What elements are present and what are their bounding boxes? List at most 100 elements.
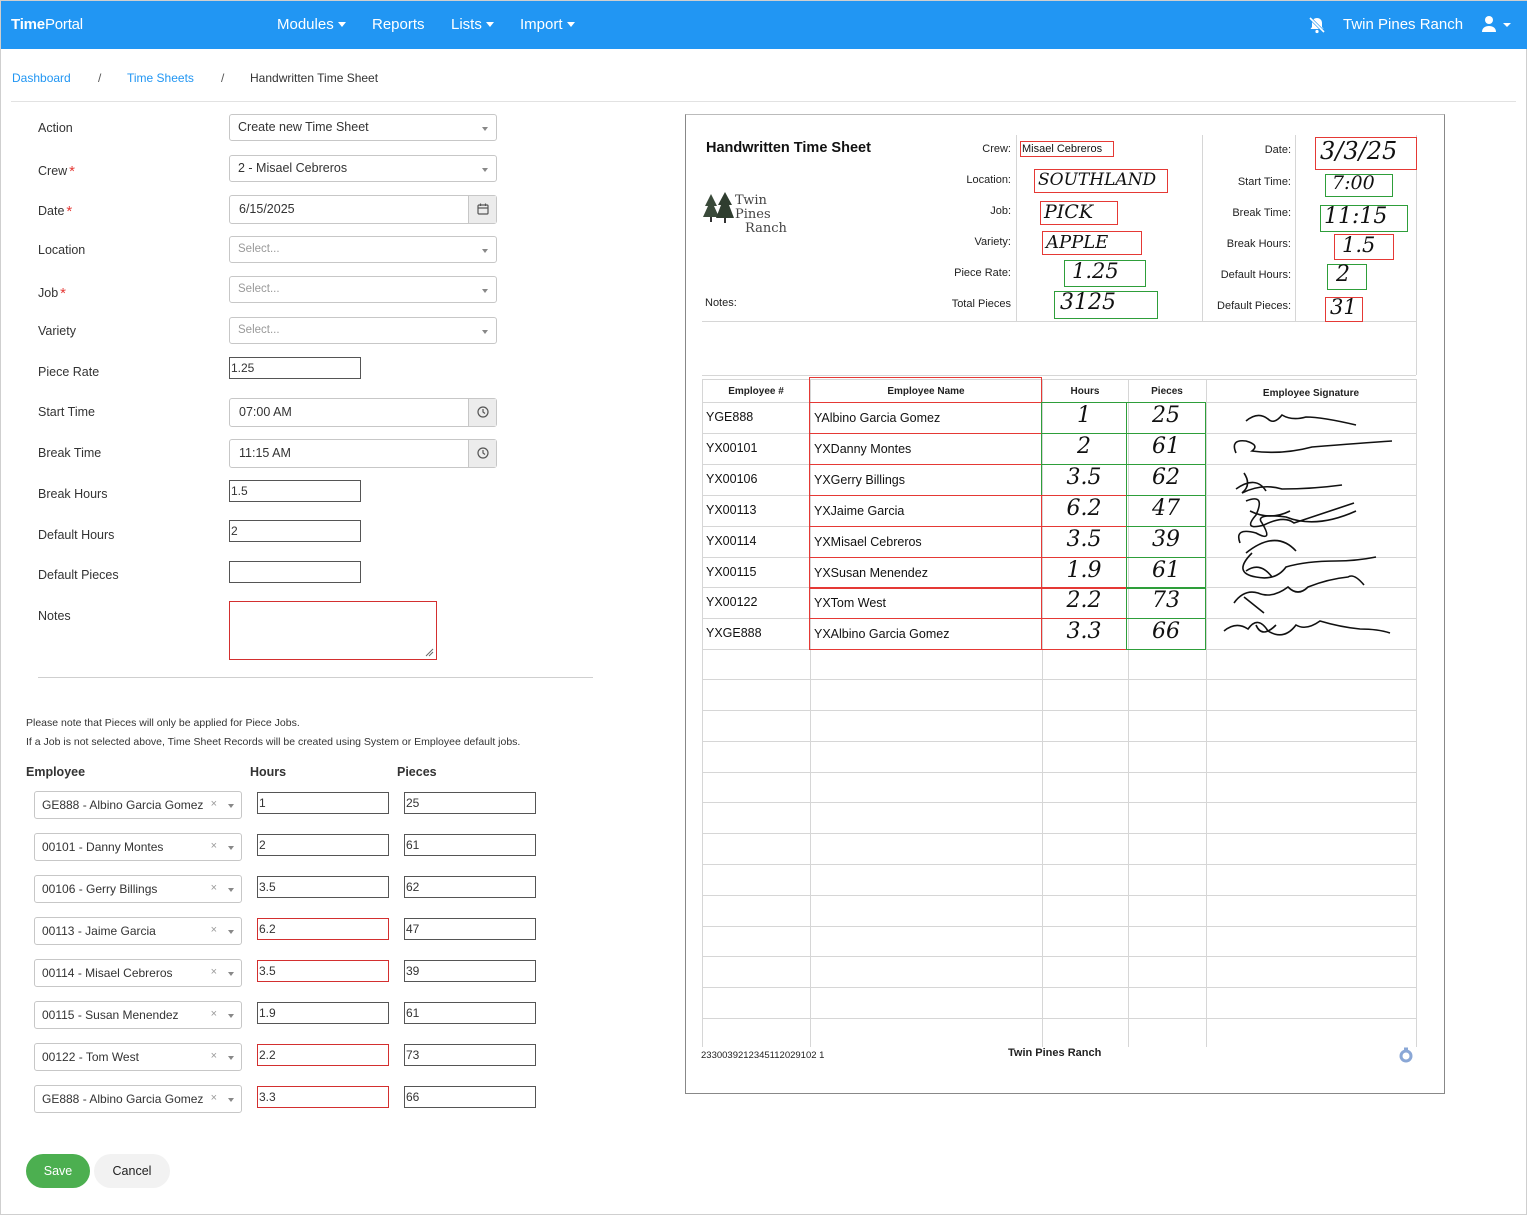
org-name[interactable]: Twin Pines Ranch: [1343, 16, 1464, 33]
pieces-input[interactable]: 25: [404, 792, 536, 814]
pieces-input[interactable]: 61: [404, 1002, 536, 1024]
employee-value: GE888 - Albino Garcia Gomez: [42, 798, 204, 812]
doc-pieces-value: 62: [1152, 465, 1180, 490]
notes-textarea[interactable]: [229, 601, 437, 660]
pieces-input[interactable]: 62: [404, 876, 536, 898]
variety-detection-box: [1042, 231, 1142, 255]
scanned-timesheet-image: Handwritten Time Sheet Twin Pines Ranch …: [685, 114, 1445, 1094]
signature-7: [1233, 575, 1365, 614]
doc-col-employee-name: Employee Name: [887, 386, 965, 397]
clock-button[interactable]: [468, 399, 496, 426]
doc-hours-value: 6.2: [1066, 496, 1102, 521]
location-detection-box: [1034, 169, 1168, 193]
pieces-detection-box: [1126, 618, 1206, 650]
default-pieces-input[interactable]: [229, 561, 361, 583]
grid-line: [702, 926, 1416, 927]
cancel-button[interactable]: Cancel: [94, 1154, 170, 1188]
clear-icon[interactable]: ×: [210, 1050, 217, 1062]
location-select[interactable]: Select...: [229, 236, 497, 263]
pieces-input[interactable]: 47: [404, 918, 536, 940]
nav-import[interactable]: Import: [520, 16, 575, 33]
grid-line: [1042, 379, 1043, 1047]
clear-icon[interactable]: ×: [210, 798, 217, 810]
pieces-input[interactable]: 66: [404, 1086, 536, 1108]
crew-select[interactable]: 2 - Misael Cebreros: [229, 155, 497, 182]
date-input[interactable]: 6/15/2025: [229, 195, 497, 224]
breadcrumb-dashboard[interactable]: Dashboard: [12, 71, 71, 85]
job-placeholder: Select...: [238, 283, 280, 295]
doc-title: Handwritten Time Sheet: [706, 140, 871, 156]
clear-icon[interactable]: ×: [210, 924, 217, 936]
employee-value: GE888 - Albino Garcia Gomez: [42, 1092, 204, 1106]
pieces-column-header: Pieces: [397, 765, 437, 779]
employee-select[interactable]: 00114 - Misael Cebreros ×: [34, 959, 242, 987]
grid-line: [702, 802, 1416, 803]
grid-line: [810, 379, 811, 1047]
grid-line: [702, 833, 1416, 834]
employee-select[interactable]: 00113 - Jaime Garcia ×: [34, 917, 242, 945]
clear-icon[interactable]: ×: [210, 840, 217, 852]
job-select[interactable]: Select...: [229, 276, 497, 303]
hours-input[interactable]: 3.3: [257, 1086, 389, 1108]
signature-8: [1223, 620, 1391, 636]
clear-icon[interactable]: ×: [210, 966, 217, 978]
clock-icon: [477, 447, 489, 459]
employee-select[interactable]: 00101 - Danny Montes ×: [34, 833, 242, 861]
start-time-label: Start Time: [38, 405, 95, 419]
hours-input[interactable]: 3.5: [257, 876, 389, 898]
employee-select[interactable]: 00115 - Susan Menendez ×: [34, 1001, 242, 1029]
doc-start-time-label: Start Time:: [1237, 176, 1291, 188]
clear-icon[interactable]: ×: [210, 1008, 217, 1020]
variety-select[interactable]: Select...: [229, 317, 497, 344]
doc-hours-value: 2.2: [1066, 588, 1102, 613]
employee-select[interactable]: GE888 - Albino Garcia Gomez ×: [34, 791, 242, 819]
save-button[interactable]: Save: [26, 1154, 90, 1188]
doc-col-employee-id: Employee #: [728, 386, 784, 397]
grid-line: [702, 1018, 1416, 1019]
resize-handle-icon[interactable]: [425, 648, 434, 657]
piece-rate-input[interactable]: 1.25: [229, 357, 361, 379]
hours-input[interactable]: 1.9: [257, 1002, 389, 1024]
nav-reports[interactable]: Reports: [372, 16, 425, 33]
hours-input[interactable]: 3.5: [257, 960, 389, 982]
doc-employee-id: YXGE888: [706, 626, 762, 640]
bell-slash-icon[interactable]: [1307, 15, 1327, 35]
action-label: Action: [38, 121, 73, 135]
chevron-down-icon: [228, 804, 234, 808]
pieces-input[interactable]: 39: [404, 960, 536, 982]
start-time-value: 07:00 AM: [239, 405, 292, 419]
employee-select[interactable]: 00122 - Tom West ×: [34, 1043, 242, 1071]
clear-icon[interactable]: ×: [210, 1092, 217, 1104]
clear-icon[interactable]: ×: [210, 882, 217, 894]
brand-logo[interactable]: TimePortal: [11, 16, 83, 33]
pine-trees-icon: [703, 192, 734, 223]
start-time-input[interactable]: 07:00 AM: [229, 398, 497, 427]
employee-select[interactable]: GE888 - Albino Garcia Gomez ×: [34, 1085, 242, 1113]
hours-input[interactable]: 2: [257, 834, 389, 856]
doc-job-label: Job:: [990, 205, 1011, 217]
breadcrumb-time-sheets[interactable]: Time Sheets: [127, 71, 194, 85]
chevron-down-icon: [228, 846, 234, 850]
nav-lists[interactable]: Lists: [451, 16, 494, 33]
doc-employee-name: YXGerry Billings: [814, 473, 905, 487]
top-navbar: TimePortal Modules Reports Lists Import …: [1, 1, 1527, 49]
employee-select[interactable]: 00106 - Gerry Billings ×: [34, 875, 242, 903]
employee-value: 00106 - Gerry Billings: [42, 882, 158, 896]
break-time-input[interactable]: 11:15 AM: [229, 439, 497, 468]
nav-modules[interactable]: Modules: [277, 16, 346, 33]
user-menu[interactable]: [1480, 14, 1514, 36]
pieces-input[interactable]: 73: [404, 1044, 536, 1066]
hours-input[interactable]: 1: [257, 792, 389, 814]
doc-employee-name: YXDanny Montes: [814, 442, 912, 456]
hours-input[interactable]: 2.2: [257, 1044, 389, 1066]
clock-button[interactable]: [468, 440, 496, 467]
default-hours-input[interactable]: 2: [229, 520, 361, 542]
pieces-input[interactable]: 61: [404, 834, 536, 856]
doc-pieces-value: 61: [1152, 434, 1180, 459]
hours-input[interactable]: 6.2: [257, 918, 389, 940]
break-hours-input[interactable]: 1.5: [229, 480, 361, 502]
chevron-down-icon: [337, 21, 346, 27]
action-select[interactable]: Create new Time Sheet: [229, 114, 497, 141]
doc-pieces-value: 73: [1152, 588, 1180, 613]
calendar-button[interactable]: [468, 196, 496, 223]
